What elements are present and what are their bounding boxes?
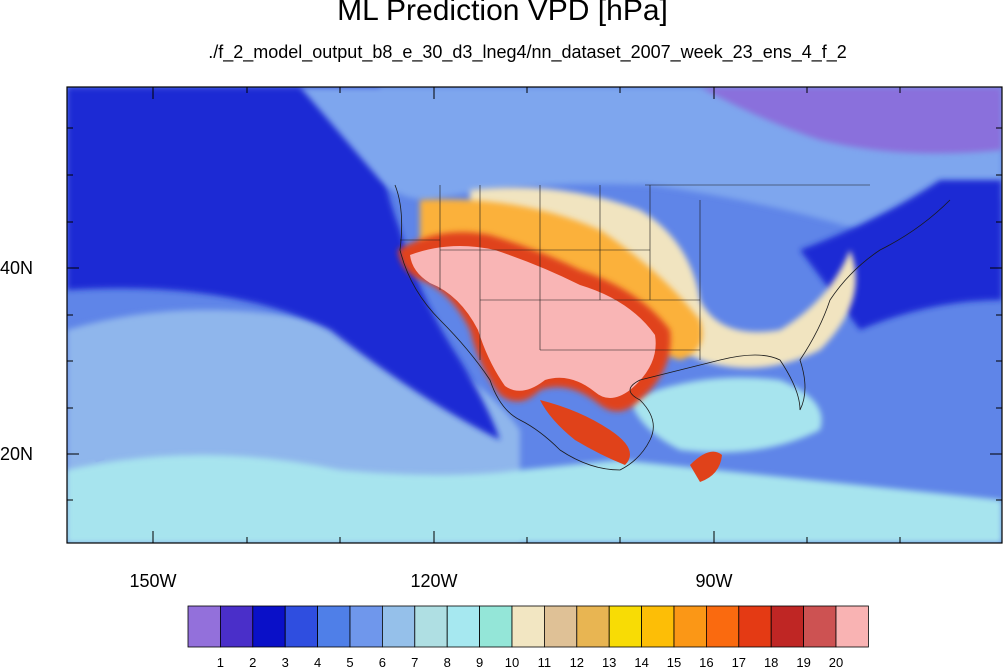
colorbar-swatch xyxy=(381,605,416,648)
colorbar-swatch xyxy=(219,605,254,648)
lat-label-20n: 20N xyxy=(0,444,34,464)
mexico-high-vpd xyxy=(540,400,630,465)
map-title: ML Prediction VPD [hPa] xyxy=(337,0,668,27)
gulf-field xyxy=(630,377,822,453)
axis-ticks xyxy=(67,87,1002,543)
lon-label-150w: 150W xyxy=(129,571,177,591)
colorbar-label: 13 xyxy=(601,655,617,670)
colorbar xyxy=(187,605,869,648)
colorbar-swatch xyxy=(414,605,448,648)
vpd-field xyxy=(67,87,1002,543)
colorbar-label: 19 xyxy=(796,655,811,670)
colorbar-label: 20 xyxy=(828,655,844,670)
colorbar-swatch xyxy=(544,605,578,648)
colorbar-label: 12 xyxy=(569,655,585,670)
lon-label-90w: 90W xyxy=(695,571,733,591)
colorbar-label: 2 xyxy=(249,655,257,670)
colorbar-label: 10 xyxy=(504,655,520,670)
colorbar-label: 3 xyxy=(281,655,289,670)
colorbar-swatch xyxy=(641,605,675,648)
north-america-coastline xyxy=(394,184,951,471)
colorbar-swatch xyxy=(706,605,740,648)
colorbar-swatch xyxy=(576,605,610,648)
colorbar-swatch xyxy=(608,605,643,648)
hawaii-islands xyxy=(92,452,106,462)
colorbar-swatch xyxy=(252,605,286,648)
lon-label-120w: 120W xyxy=(410,571,458,591)
colorbar-swatch xyxy=(738,605,772,648)
tropical-field xyxy=(67,455,1002,543)
state-borders xyxy=(400,184,870,360)
central-america-high-vpd xyxy=(690,451,722,482)
colorbar-label: 5 xyxy=(346,655,354,670)
colorbar-swatch xyxy=(803,605,837,648)
colorbar-label: 1 xyxy=(216,655,224,670)
colorbar-label: 6 xyxy=(378,655,386,670)
northeast-pacific-low-vpd xyxy=(67,87,500,440)
colorbar-swatch xyxy=(349,605,383,648)
colorbar-swatch xyxy=(511,605,545,648)
colorbar-label: 18 xyxy=(763,655,779,670)
colorbar-label: 8 xyxy=(443,655,451,670)
colorbar-swatch xyxy=(317,605,351,648)
colorbar-label: 15 xyxy=(666,655,682,670)
map-subtitle: ./f_2_model_output_b8_e_30_d3_lneg4/nn_d… xyxy=(208,42,847,62)
colorbar-label: 16 xyxy=(699,655,714,670)
colorbar-label: 7 xyxy=(411,655,419,670)
colorbar-label: 14 xyxy=(634,655,649,670)
colorbar-label: 11 xyxy=(537,655,552,670)
arctic-field xyxy=(700,87,1002,154)
lat-label-40n: 40N xyxy=(0,258,34,278)
colorbar-swatch xyxy=(479,605,513,648)
desert-high-vpd xyxy=(410,246,656,399)
colorbar-swatch xyxy=(187,605,221,648)
colorbar-swatch xyxy=(284,605,319,648)
colorbar-swatch xyxy=(673,605,707,648)
colorbar-label: 4 xyxy=(313,655,322,670)
colorbar-label: 9 xyxy=(475,655,484,670)
colorbar-swatch xyxy=(770,605,805,648)
colorbar-swatch xyxy=(446,605,481,648)
colorbar-swatch xyxy=(835,605,869,648)
colorbar-label: 17 xyxy=(731,655,747,670)
